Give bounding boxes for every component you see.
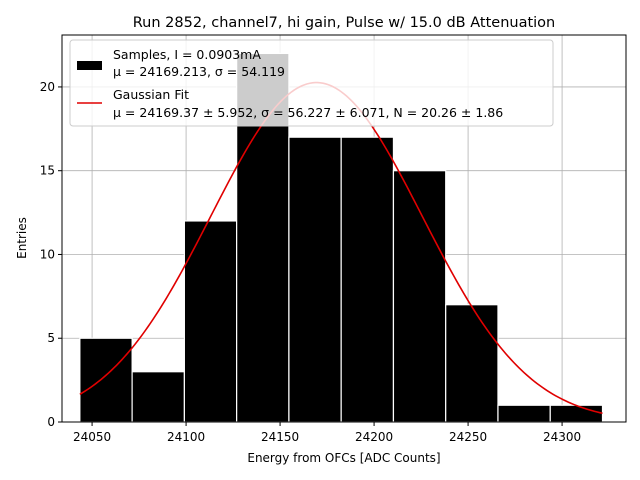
y-tick-label: 0 xyxy=(47,415,55,429)
histogram-bar xyxy=(79,337,133,423)
x-tick-label: 24050 xyxy=(73,430,111,444)
histogram-bar xyxy=(445,304,499,423)
legend-histogram-swatch xyxy=(77,61,102,70)
legend-box xyxy=(69,39,554,127)
y-tick-label: 20 xyxy=(40,80,55,94)
histogram-bar xyxy=(392,170,447,423)
x-axis-ticks: 24050 24100 24150 24200 24250 24300 xyxy=(73,422,581,444)
y-tick-label: 15 xyxy=(40,164,55,178)
x-axis-label: Energy from OFCs [ADC Counts] xyxy=(247,451,440,465)
chart-title: Run 2852, channel7, hi gain, Pulse w/ 15… xyxy=(133,15,556,31)
legend-histogram-stats: μ = 24169.213, σ = 54.119 xyxy=(113,64,285,79)
histogram-bar xyxy=(131,371,185,423)
y-axis-label: Entries xyxy=(15,217,29,259)
y-axis-ticks: 0 5 10 15 20 xyxy=(40,80,62,429)
x-tick-label: 24100 xyxy=(167,430,205,444)
legend: Samples, I = 0.0903mA μ = 24169.213, σ =… xyxy=(69,39,554,127)
legend-fit-label: Gaussian Fit xyxy=(113,87,189,102)
histogram-bar xyxy=(549,404,604,423)
x-tick-label: 24300 xyxy=(543,430,581,444)
histogram-bar xyxy=(288,136,342,423)
histogram-bar xyxy=(340,136,395,423)
axes-frame xyxy=(61,34,627,423)
legend-fit-params: μ = 24169.37 ± 5.952, σ = 56.227 ± 6.071… xyxy=(113,105,503,120)
histogram-bar xyxy=(497,404,551,423)
legend-histogram-label: Samples, I = 0.0903mA xyxy=(113,47,261,62)
x-tick-label: 24200 xyxy=(355,430,393,444)
x-tick-label: 24250 xyxy=(449,430,487,444)
y-tick-label: 5 xyxy=(47,331,55,345)
x-tick-label: 24150 xyxy=(261,430,299,444)
y-tick-label: 10 xyxy=(40,247,55,261)
